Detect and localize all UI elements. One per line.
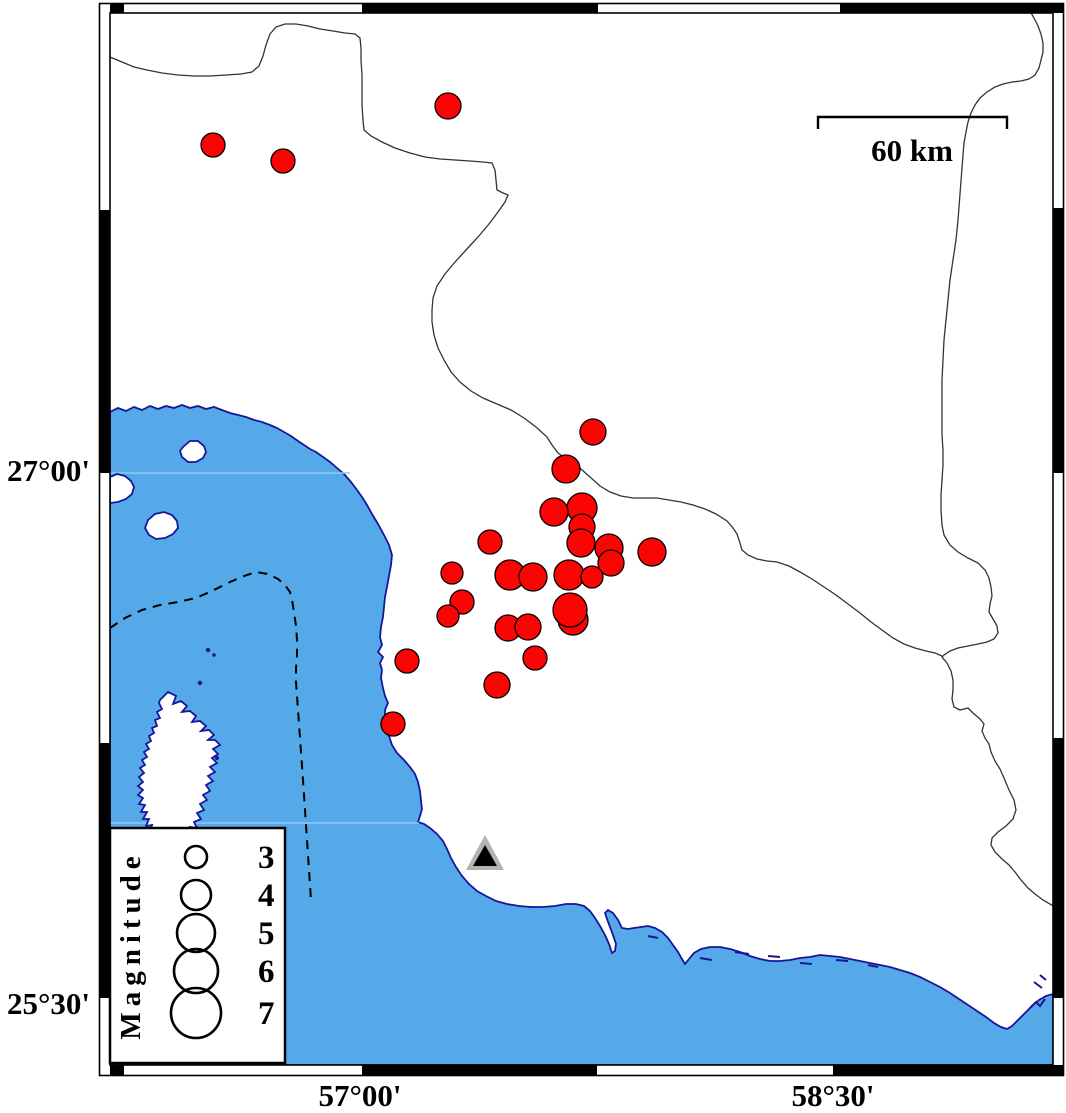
map-frame	[98, 2, 1065, 1077]
lon-label-5830: 58°30'	[791, 1078, 874, 1113]
legend-magnitude-value: 5	[258, 916, 275, 952]
islet-specks	[197, 647, 219, 760]
earthquake-markers	[200, 92, 667, 737]
earthquake-marker	[551, 454, 581, 484]
earthquake-marker	[566, 528, 596, 558]
maritime-boundary-dashed-line	[110, 570, 312, 901]
earthquake-marker	[637, 537, 667, 567]
legend-title: Magnitude	[115, 850, 147, 1039]
island	[178, 440, 207, 463]
earthquake-marker	[580, 565, 604, 589]
island	[110, 473, 135, 504]
earthquake-marker	[552, 592, 588, 628]
lat-label-27: 27°00'	[7, 453, 90, 488]
earthquake-marker	[380, 711, 406, 737]
sea-area	[110, 404, 1053, 1065]
legend-magnitude-value: 7	[258, 996, 275, 1032]
scale-bar-label: 60 km	[871, 133, 953, 168]
earthquake-marker	[394, 648, 420, 674]
lon-label-57: 57°00'	[318, 1078, 401, 1113]
coastal-islets	[647, 935, 1047, 1009]
lat-label-2530: 25°30'	[7, 986, 90, 1021]
earthquake-marker	[522, 645, 548, 671]
legend-magnitude-circle	[175, 912, 217, 954]
scale-bar-line	[816, 115, 1009, 129]
earthquake-marker	[518, 562, 548, 592]
earthquake-marker	[514, 613, 542, 641]
station-triangle-inner	[473, 845, 497, 866]
earthquake-marker	[597, 549, 625, 577]
frame-tick-segments	[99, 3, 1063, 1076]
legend-magnitude-circle	[172, 947, 220, 995]
earthquake-marker	[483, 671, 511, 699]
legend-magnitude-circle	[169, 986, 223, 1040]
earthquake-marker	[436, 604, 460, 628]
legend-magnitude-value: 3	[258, 840, 275, 876]
earthquake-marker	[270, 148, 296, 174]
earthquake-marker	[200, 132, 226, 158]
border-line-east	[940, 13, 1053, 907]
scale-bar: 60 km	[816, 115, 1009, 168]
earthquake-marker	[553, 559, 585, 591]
legend-magnitude-value: 6	[258, 954, 275, 990]
legend-magnitude-circle	[183, 844, 209, 870]
earthquake-marker	[539, 497, 569, 527]
earthquake-marker	[579, 418, 607, 446]
earthquake-marker	[440, 561, 464, 585]
station-triangle	[466, 835, 504, 870]
earthquake-marker	[434, 92, 462, 120]
border-line-northwest	[110, 23, 943, 657]
earthquake-marker	[477, 529, 503, 555]
legend-magnitude-circle	[179, 878, 213, 912]
island	[144, 511, 179, 540]
legend-magnitude-value: 4	[258, 878, 275, 914]
